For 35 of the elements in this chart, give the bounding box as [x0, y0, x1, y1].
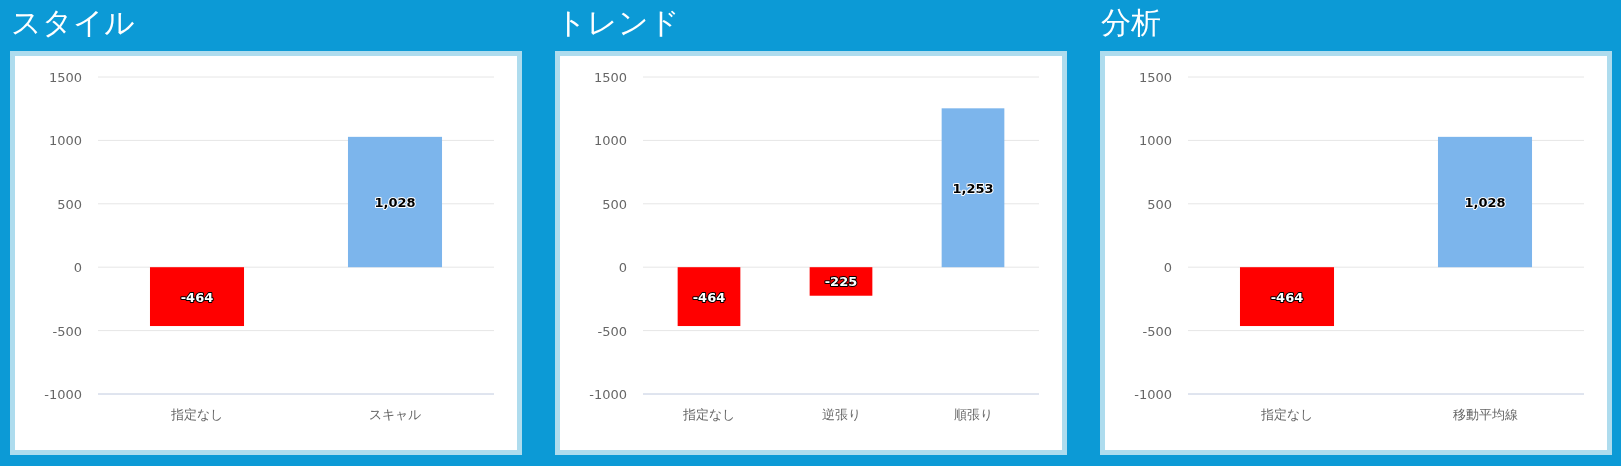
data-label: -464: [1270, 289, 1304, 305]
y-tick-label: 1000: [1138, 133, 1172, 149]
y-tick-label: 500: [57, 196, 82, 212]
y-tick-label: -500: [1142, 323, 1172, 339]
x-tick-label: 指定なし: [683, 407, 735, 422]
data-label: -464: [180, 289, 214, 305]
x-tick-label: スキャル: [369, 407, 421, 422]
y-tick-label: -1000: [44, 387, 82, 402]
x-tick-label: 逆張り: [821, 407, 861, 422]
data-label: -464: [692, 289, 726, 305]
y-tick-label: 500: [602, 196, 627, 212]
x-tick-label: 指定なし: [171, 407, 223, 422]
y-tick-label: -1000: [1134, 387, 1172, 402]
y-tick-label: -500: [597, 323, 627, 339]
y-tick-label: 0: [73, 260, 82, 276]
y-tick-label: 1500: [593, 70, 627, 85]
y-tick-label: 1000: [593, 133, 627, 149]
x-tick-label: 移動平均線: [1452, 407, 1518, 422]
x-tick-label: 順張り: [953, 407, 993, 422]
y-tick-label: 1500: [1138, 70, 1172, 85]
data-label: 1,028: [1464, 195, 1506, 210]
title: トレンド: [556, 5, 680, 40]
title: 分析: [1101, 5, 1161, 40]
data-label: -225: [824, 274, 858, 290]
y-tick-label: 0: [618, 260, 627, 276]
data-label: 1,028: [374, 195, 416, 210]
y-tick-label: 1000: [48, 133, 82, 149]
y-tick-label: 500: [1147, 196, 1172, 212]
y-tick-label: -1000: [589, 387, 627, 402]
y-tick-label: 0: [1163, 260, 1172, 276]
y-tick-label: -500: [52, 323, 82, 339]
title: スタイル: [11, 5, 135, 40]
y-tick-label: 1500: [48, 70, 82, 85]
data-label: 1,253: [952, 180, 994, 196]
x-tick-label: 指定なし: [1261, 407, 1313, 422]
